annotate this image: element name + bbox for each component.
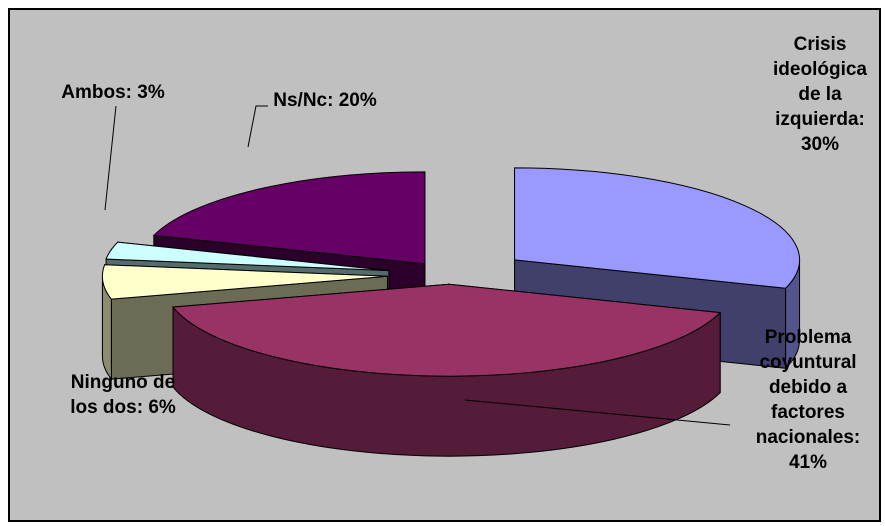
- label-ninguno: Ninguno de los dos: 6%: [70, 372, 176, 418]
- slice-nsnc: [152, 171, 426, 265]
- slice-ninguno: [101, 264, 388, 300]
- leader-ambos: [104, 105, 117, 211]
- label-problema: Problema coyuntural debido a factores na…: [755, 327, 861, 473]
- slice-problema: [172, 283, 722, 377]
- label-crisis: Crisis ideológica de la izquierda: 30%: [773, 34, 867, 155]
- pie-chart: [101, 105, 801, 457]
- leader-problema: [464, 399, 731, 426]
- slice-ambos: [105, 241, 389, 272]
- label-ambos: Ambos: 3%: [61, 82, 165, 103]
- chart-area: Crisis ideológica de la izquierda: 30% P…: [8, 8, 881, 522]
- leader-nsnc: [247, 105, 268, 148]
- label-nsnc: Ns/Nc: 20%: [273, 90, 377, 111]
- slice-crisis: [514, 167, 800, 289]
